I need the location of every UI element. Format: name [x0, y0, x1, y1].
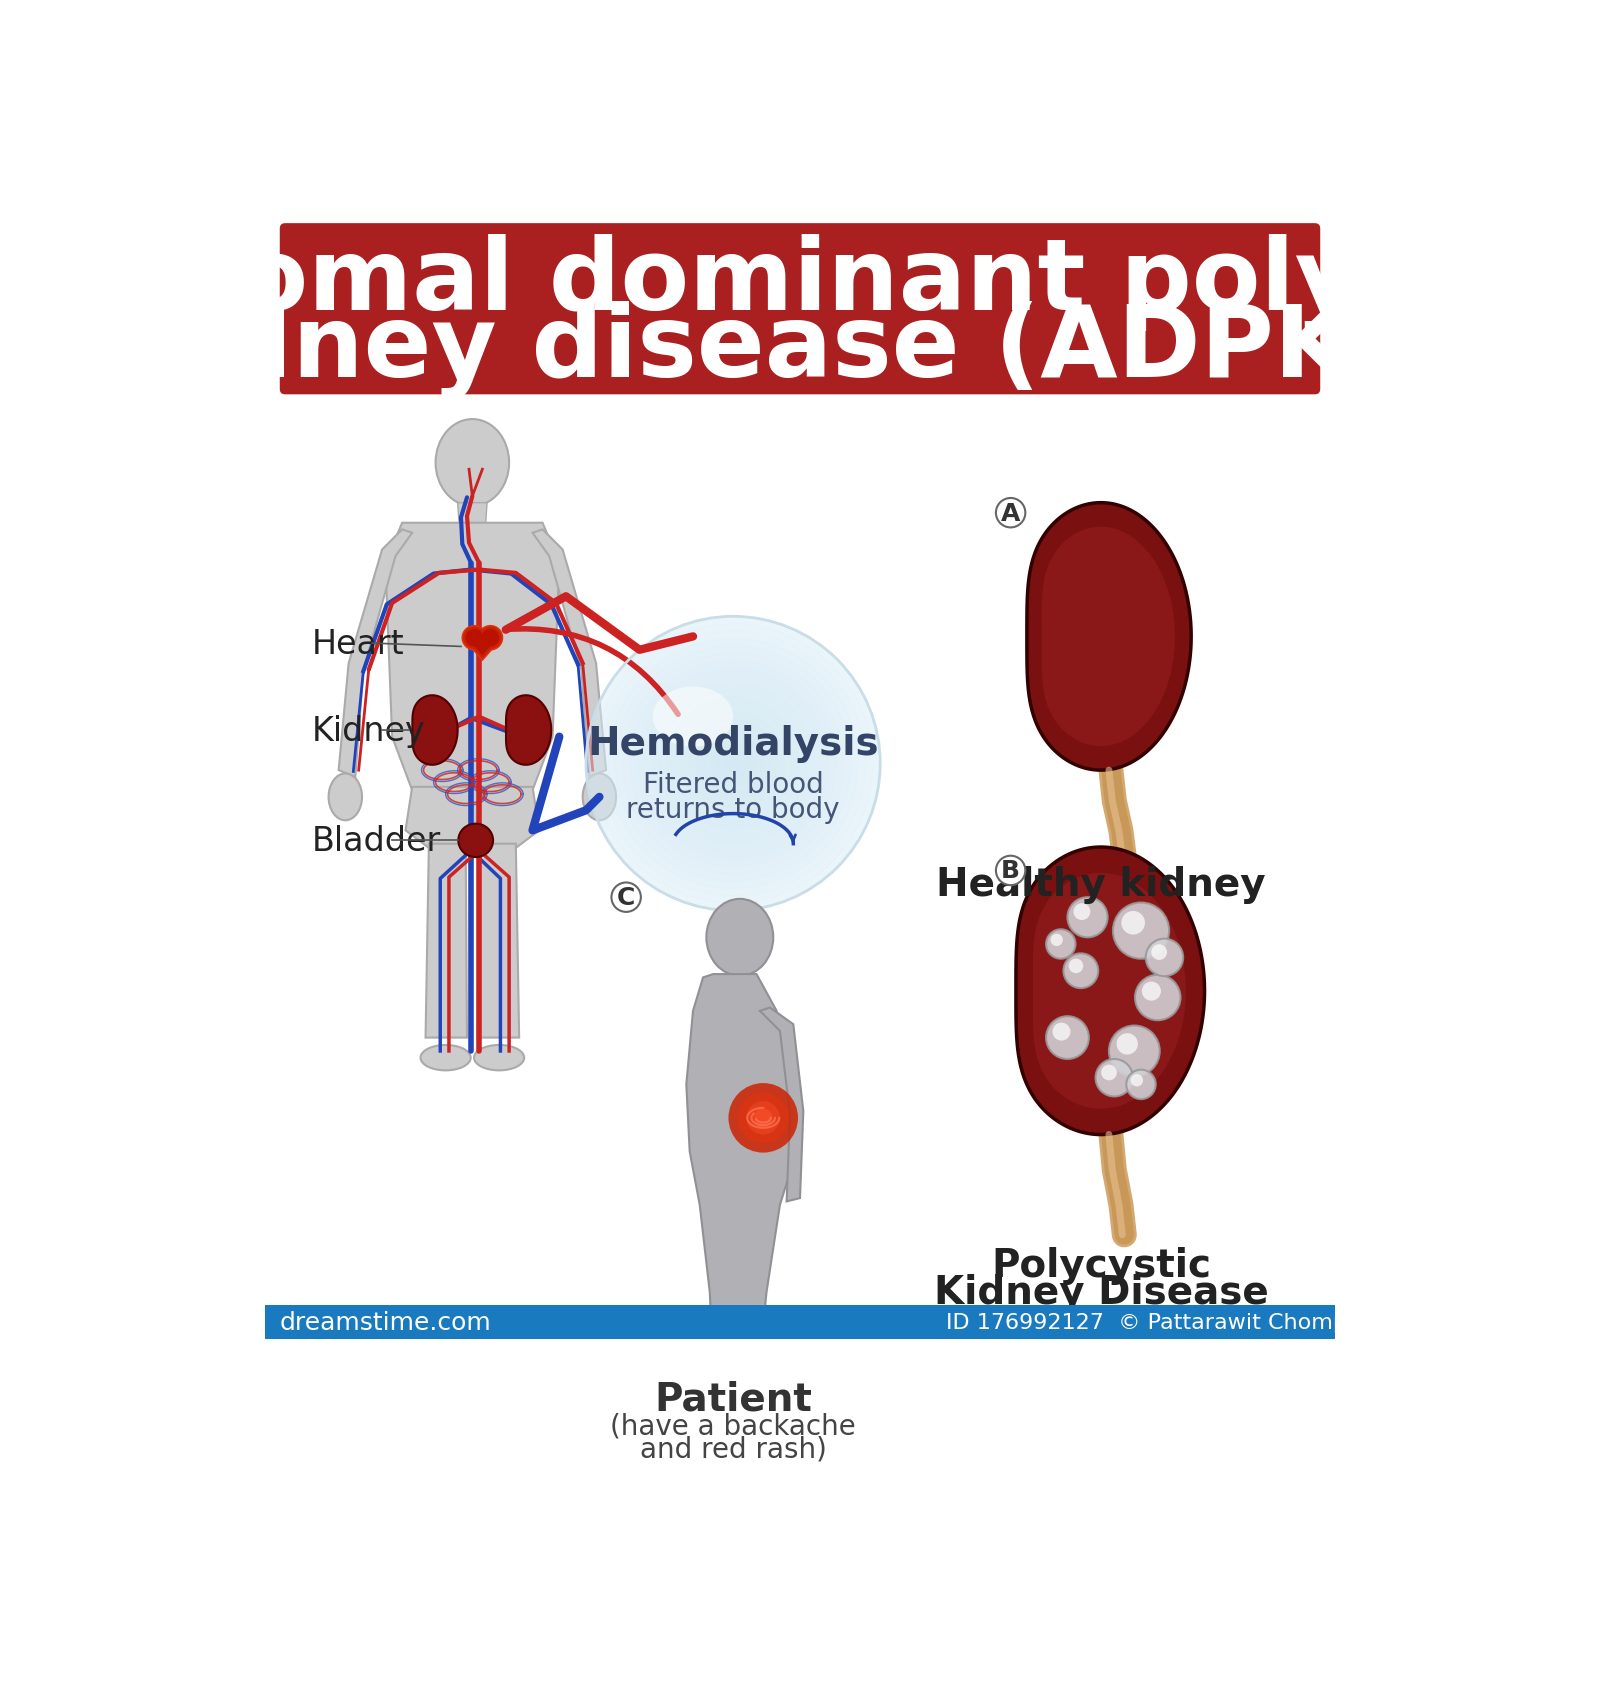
Circle shape — [1067, 897, 1107, 937]
Circle shape — [738, 1093, 789, 1143]
Text: Fitered blood: Fitered blood — [643, 770, 824, 797]
Ellipse shape — [421, 1045, 470, 1071]
Ellipse shape — [435, 421, 509, 507]
Circle shape — [754, 1108, 773, 1128]
Circle shape — [1114, 904, 1170, 959]
Ellipse shape — [706, 899, 773, 976]
Text: Patient: Patient — [654, 1380, 813, 1417]
Text: returns to body: returns to body — [626, 796, 840, 824]
Text: ID 176992127  © Pattarawit Chompipat: ID 176992127 © Pattarawit Chompipat — [946, 1312, 1390, 1333]
Polygon shape — [1042, 527, 1174, 747]
Polygon shape — [1016, 848, 1205, 1135]
Circle shape — [1122, 912, 1146, 936]
Text: A: A — [1002, 502, 1021, 525]
Polygon shape — [686, 975, 797, 1358]
Circle shape — [1142, 981, 1162, 1002]
Text: Hemodialysis: Hemodialysis — [587, 725, 878, 763]
Circle shape — [482, 630, 499, 647]
Text: Kidney Disease: Kidney Disease — [933, 1274, 1269, 1311]
Circle shape — [1109, 1025, 1160, 1078]
Polygon shape — [464, 642, 501, 662]
Circle shape — [1134, 975, 1181, 1020]
Circle shape — [611, 883, 642, 912]
Polygon shape — [405, 787, 539, 851]
Text: kidney disease (ADPKD): kidney disease (ADPKD) — [120, 301, 1480, 399]
Circle shape — [1126, 1071, 1155, 1100]
FancyBboxPatch shape — [266, 1306, 1334, 1339]
Circle shape — [477, 625, 504, 652]
Circle shape — [1064, 954, 1098, 988]
Text: Kidney: Kidney — [312, 714, 426, 747]
Polygon shape — [458, 503, 486, 524]
Circle shape — [995, 498, 1026, 529]
Circle shape — [1096, 1059, 1133, 1096]
Text: Healthy kidney: Healthy kidney — [936, 865, 1266, 904]
Polygon shape — [467, 642, 498, 660]
Text: B: B — [1002, 860, 1021, 883]
Ellipse shape — [474, 1045, 525, 1071]
Text: Heart: Heart — [312, 627, 405, 660]
Polygon shape — [339, 530, 413, 777]
Circle shape — [728, 1083, 798, 1154]
Text: Polycystic: Polycystic — [990, 1246, 1211, 1284]
Ellipse shape — [458, 824, 493, 858]
Circle shape — [586, 616, 880, 910]
Circle shape — [1146, 939, 1182, 976]
FancyBboxPatch shape — [280, 225, 1320, 395]
Polygon shape — [506, 696, 552, 765]
Circle shape — [995, 856, 1026, 885]
Text: (have a backache: (have a backache — [610, 1412, 856, 1439]
Polygon shape — [1027, 503, 1190, 770]
Circle shape — [1117, 1034, 1138, 1056]
Polygon shape — [426, 844, 467, 1039]
Ellipse shape — [653, 687, 733, 747]
Text: and red rash): and red rash) — [640, 1436, 827, 1463]
Ellipse shape — [582, 774, 616, 821]
Polygon shape — [1034, 873, 1186, 1110]
Circle shape — [1069, 959, 1083, 973]
Circle shape — [462, 627, 485, 650]
Circle shape — [1131, 1074, 1142, 1086]
Text: C: C — [618, 885, 635, 910]
Polygon shape — [386, 524, 560, 790]
Circle shape — [1046, 929, 1075, 959]
Polygon shape — [760, 1008, 803, 1201]
Ellipse shape — [328, 774, 362, 821]
Circle shape — [461, 625, 486, 652]
Text: Autosomal dominant polycystic: Autosomal dominant polycystic — [0, 233, 1600, 331]
Circle shape — [1074, 904, 1090, 921]
Polygon shape — [533, 530, 606, 777]
Text: Bladder: Bladder — [312, 824, 442, 858]
Circle shape — [466, 630, 483, 647]
Text: dreamstime.com: dreamstime.com — [280, 1311, 491, 1334]
Circle shape — [747, 1101, 779, 1135]
Circle shape — [1053, 1024, 1070, 1040]
Circle shape — [1101, 1066, 1117, 1081]
Polygon shape — [470, 642, 494, 657]
Circle shape — [1046, 1017, 1090, 1059]
Polygon shape — [413, 696, 458, 765]
Circle shape — [1152, 944, 1166, 961]
Circle shape — [1051, 934, 1062, 946]
Polygon shape — [478, 844, 518, 1039]
Circle shape — [478, 627, 502, 650]
